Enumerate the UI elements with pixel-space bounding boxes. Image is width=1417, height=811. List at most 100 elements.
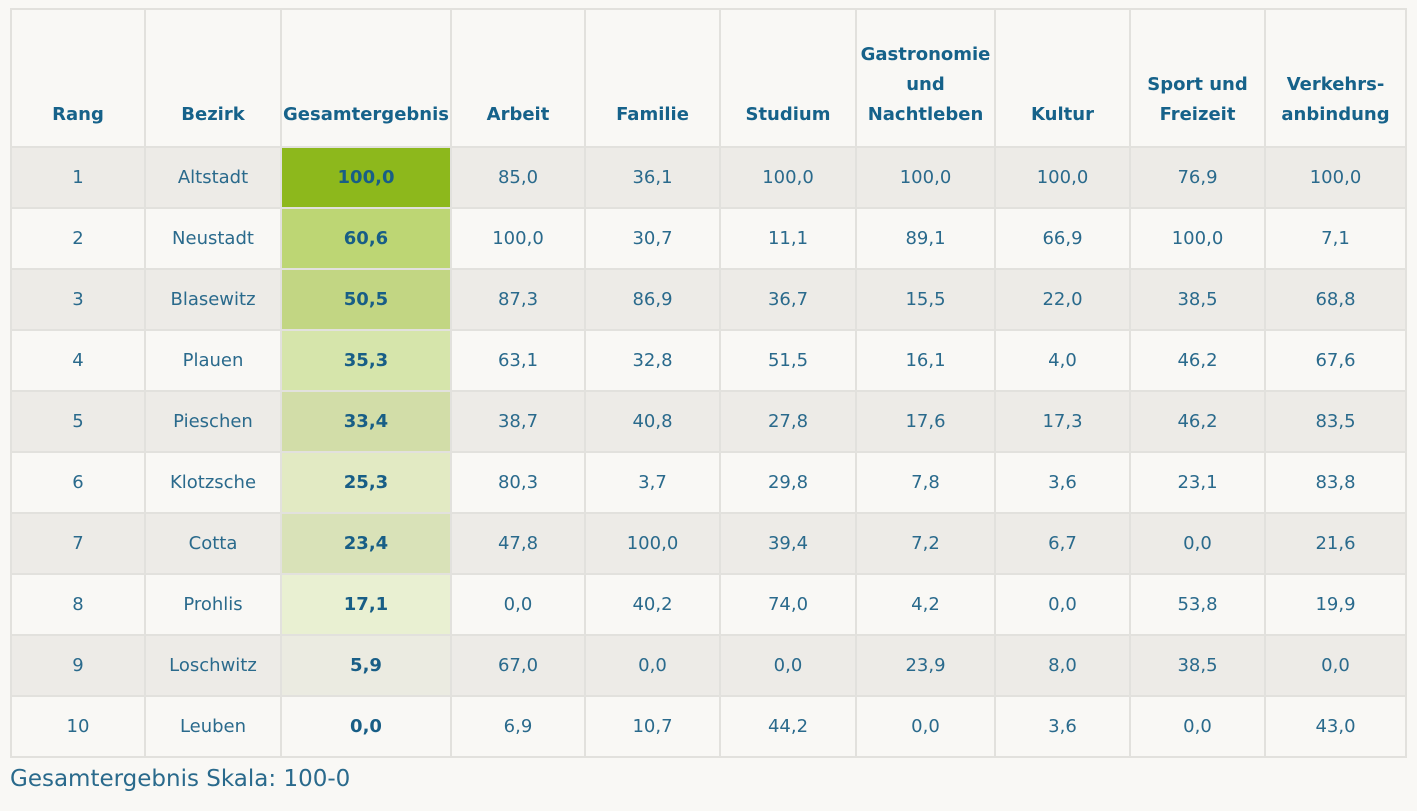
category-score-cell-gastronomie: 23,9 <box>855 634 996 697</box>
category-score-cell-arbeit: 0,0 <box>450 573 586 636</box>
column-header-label: Familie <box>616 104 689 125</box>
category-score-cell-verkehr: 43,0 <box>1264 695 1407 758</box>
table-row: 4 Plauen 35,3 63,1 32,8 51,5 16,1 4,0 46,2 67,6 <box>10 329 1407 392</box>
category-score-cell-sport: 76,9 <box>1129 146 1266 209</box>
table-row: 8 Prohlis 17,1 0,0 40,2 74,0 4,2 0,0 53,8 19,9 <box>10 573 1407 636</box>
column-header-label: Bezirk <box>181 104 245 125</box>
total-score-cell: 0,0 <box>280 695 452 758</box>
category-score-cell-familie: 36,1 <box>584 146 721 209</box>
category-score-cell-arbeit: 6,9 <box>450 695 586 758</box>
district-cell: Cotta <box>144 512 282 575</box>
district-cell: Neustadt <box>144 207 282 270</box>
column-header-label: und <box>906 74 945 95</box>
column-header-gastronomie: Gastronomie und Nachtleben <box>855 8 996 148</box>
column-header-label: Nachtleben <box>867 104 984 125</box>
category-score-cell-verkehr: 67,6 <box>1264 329 1407 392</box>
category-score-cell-familie: 40,2 <box>584 573 721 636</box>
total-score-cell: 35,3 <box>280 329 452 392</box>
table-row: 3 Blasewitz 50,5 87,3 86,9 36,7 15,5 22,0 38,5 68… <box>10 268 1407 331</box>
column-header-kultur: Kultur <box>994 8 1131 148</box>
rank-cell: 1 <box>10 146 146 209</box>
category-score-cell-familie: 40,8 <box>584 390 721 453</box>
category-score-cell-sport: 0,0 <box>1129 695 1266 758</box>
category-score-cell-sport: 38,5 <box>1129 268 1266 331</box>
district-cell: Prohlis <box>144 573 282 636</box>
column-header-sport: Sport und Freizeit <box>1129 8 1266 148</box>
column-header-label: Rang <box>52 104 104 125</box>
district-cell: Klotzsche <box>144 451 282 514</box>
category-score-cell-kultur: 8,0 <box>994 634 1131 697</box>
category-score-cell-sport: 0,0 <box>1129 512 1266 575</box>
category-score-cell-studium: 27,8 <box>719 390 857 453</box>
rank-cell: 8 <box>10 573 146 636</box>
district-cell: Blasewitz <box>144 268 282 331</box>
category-score-cell-familie: 0,0 <box>584 634 721 697</box>
category-score-cell-sport: 23,1 <box>1129 451 1266 514</box>
category-score-cell-kultur: 100,0 <box>994 146 1131 209</box>
column-header-label: Freizeit <box>1159 104 1236 125</box>
category-score-cell-verkehr: 100,0 <box>1264 146 1407 209</box>
table-row: 10 Leuben 0,0 6,9 10,7 44,2 0,0 3,6 0,0 43,0 <box>10 695 1407 758</box>
category-score-cell-studium: 51,5 <box>719 329 857 392</box>
table-row: 5 Pieschen 33,4 38,7 40,8 27,8 17,6 17,3 46,2 83,… <box>10 390 1407 453</box>
column-header-label: anbindung <box>1281 104 1390 125</box>
table-row: 2 Neustadt 60,6 100,0 30,7 11,1 89,1 66,9 100,0 7… <box>10 207 1407 270</box>
category-score-cell-studium: 74,0 <box>719 573 857 636</box>
column-header-label: Studium <box>745 104 831 125</box>
total-score-cell: 33,4 <box>280 390 452 453</box>
category-score-cell-kultur: 17,3 <box>994 390 1131 453</box>
category-score-cell-gastronomie: 0,0 <box>855 695 996 758</box>
rank-cell: 7 <box>10 512 146 575</box>
category-score-cell-arbeit: 47,8 <box>450 512 586 575</box>
category-score-cell-arbeit: 38,7 <box>450 390 586 453</box>
column-header-verkehr: Verkehrs-anbindung <box>1264 8 1407 148</box>
category-score-cell-gastronomie: 15,5 <box>855 268 996 331</box>
category-score-cell-familie: 32,8 <box>584 329 721 392</box>
column-header-label: Arbeit <box>486 104 550 125</box>
category-score-cell-gastronomie: 7,8 <box>855 451 996 514</box>
category-score-cell-sport: 46,2 <box>1129 390 1266 453</box>
ranking-table-container: Rang Bezirk Gesamtergebnis Arbeit Familie Stu… <box>10 8 1407 758</box>
category-score-cell-sport: 100,0 <box>1129 207 1266 270</box>
district-cell: Altstadt <box>144 146 282 209</box>
category-score-cell-familie: 100,0 <box>584 512 721 575</box>
total-score-cell: 17,1 <box>280 573 452 636</box>
column-header-bezirk: Bezirk <box>144 8 282 148</box>
category-score-cell-arbeit: 63,1 <box>450 329 586 392</box>
category-score-cell-kultur: 3,6 <box>994 451 1131 514</box>
district-cell: Pieschen <box>144 390 282 453</box>
table-body: 1 Altstadt 100,0 85,0 36,1 100,0 100,0 100,0 76,… <box>10 146 1407 758</box>
column-header-rang: Rang <box>10 8 146 148</box>
table-row: 6 Klotzsche 25,3 80,3 3,7 29,8 7,8 3,6 23,1 83,8 <box>10 451 1407 514</box>
category-score-cell-gastronomie: 89,1 <box>855 207 996 270</box>
category-score-cell-studium: 100,0 <box>719 146 857 209</box>
district-cell: Plauen <box>144 329 282 392</box>
column-header-studium: Studium <box>719 8 857 148</box>
column-header-label: Gesamtergebnis <box>283 104 449 125</box>
category-score-cell-studium: 44,2 <box>719 695 857 758</box>
category-score-cell-familie: 10,7 <box>584 695 721 758</box>
rank-cell: 5 <box>10 390 146 453</box>
category-score-cell-gastronomie: 16,1 <box>855 329 996 392</box>
category-score-cell-kultur: 22,0 <box>994 268 1131 331</box>
category-score-cell-studium: 0,0 <box>719 634 857 697</box>
category-score-cell-verkehr: 19,9 <box>1264 573 1407 636</box>
scale-note: Gesamtergebnis Skala: 100-0 <box>10 766 351 792</box>
table-row: 1 Altstadt 100,0 85,0 36,1 100,0 100,0 100,0 76,… <box>10 146 1407 209</box>
total-score-cell: 60,6 <box>280 207 452 270</box>
category-score-cell-studium: 29,8 <box>719 451 857 514</box>
table-header: Rang Bezirk Gesamtergebnis Arbeit Familie Stu… <box>10 8 1407 148</box>
table-row: 9 Loschwitz 5,9 67,0 0,0 0,0 23,9 8,0 38,5 0,0 <box>10 634 1407 697</box>
category-score-cell-studium: 11,1 <box>719 207 857 270</box>
column-header-familie: Familie <box>584 8 721 148</box>
category-score-cell-verkehr: 21,6 <box>1264 512 1407 575</box>
category-score-cell-kultur: 66,9 <box>994 207 1131 270</box>
category-score-cell-kultur: 4,0 <box>994 329 1131 392</box>
rank-cell: 3 <box>10 268 146 331</box>
column-header-label: Sport und <box>1147 74 1248 95</box>
ranking-table: Rang Bezirk Gesamtergebnis Arbeit Familie Stu… <box>10 8 1407 758</box>
category-score-cell-studium: 36,7 <box>719 268 857 331</box>
category-score-cell-kultur: 0,0 <box>994 573 1131 636</box>
total-score-cell: 5,9 <box>280 634 452 697</box>
column-header-arbeit: Arbeit <box>450 8 586 148</box>
